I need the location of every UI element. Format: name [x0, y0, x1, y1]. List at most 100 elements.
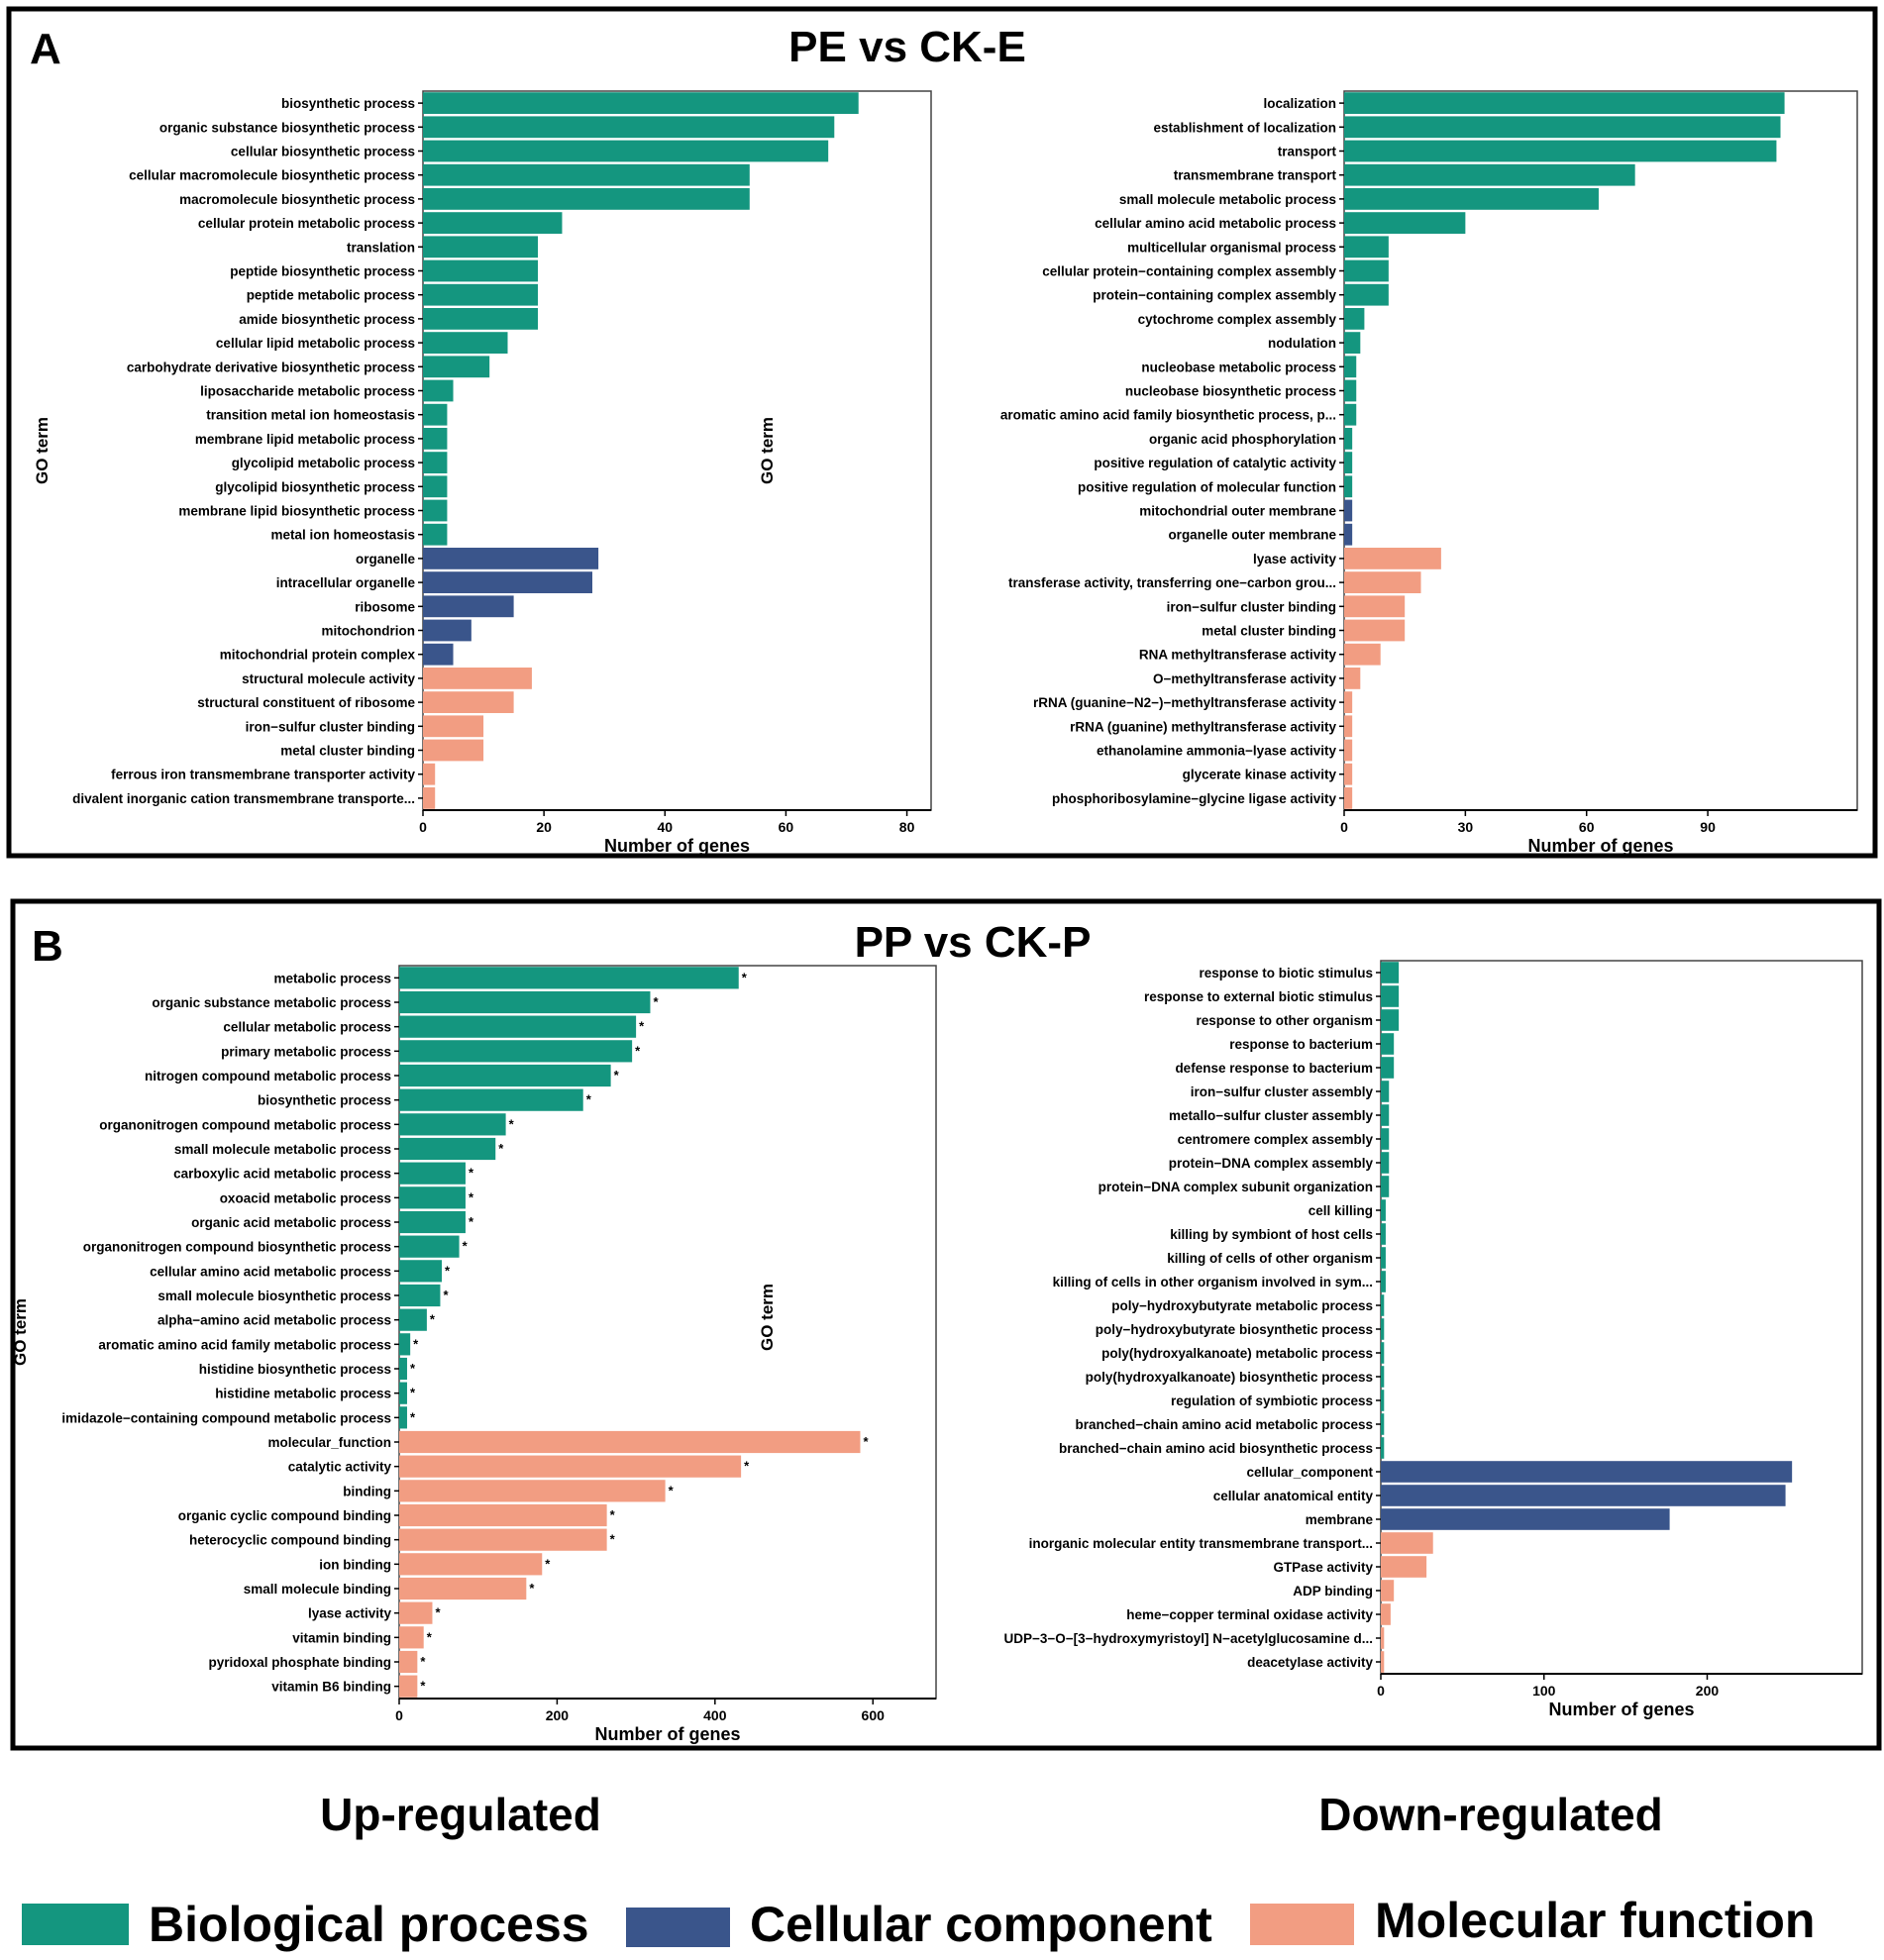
bar [1381, 1009, 1400, 1031]
significance-marker: * [498, 1141, 504, 1156]
y-tick-label: amide biosynthetic process [239, 312, 415, 327]
y-tick-label: protein−DNA complex assembly [1169, 1156, 1374, 1171]
x-tick-label: 200 [1696, 1683, 1720, 1699]
y-tick-label: GTPase activity [1273, 1560, 1373, 1575]
bar [423, 668, 532, 689]
bar [1344, 475, 1353, 498]
bar [1381, 1271, 1386, 1292]
y-tick-label: organelle [356, 552, 416, 567]
bar [399, 1113, 506, 1136]
bar [399, 1308, 427, 1331]
legend-swatch-biological-process [22, 1904, 129, 1945]
legend-swatch-molecular-function [1250, 1904, 1354, 1945]
bar [423, 212, 563, 234]
y-tick-label: organic substance biosynthetic process [159, 120, 415, 135]
significance-marker: * [545, 1556, 551, 1571]
y-tick-label: primary metabolic process [221, 1044, 391, 1059]
x-tick-label: 60 [1579, 819, 1595, 835]
bar [1344, 571, 1421, 593]
bar [1381, 1651, 1385, 1673]
y-tick-label: oxoacid metabolic process [220, 1190, 391, 1205]
y-tick-label: vitamin binding [292, 1630, 391, 1645]
y-tick-label: cellular lipid metabolic process [216, 336, 415, 351]
panel-b-frame [10, 898, 1882, 1751]
bar [423, 691, 514, 713]
bar [399, 1553, 543, 1576]
y-tick-label: poly−hydroxybutyrate biosynthetic proces… [1096, 1322, 1373, 1337]
bar [423, 92, 859, 114]
bar [1381, 1294, 1385, 1316]
bar [399, 1406, 407, 1429]
y-tick-label: metal cluster binding [1202, 624, 1336, 639]
y-tick-label: intracellular organelle [276, 575, 416, 590]
bar [1344, 595, 1406, 618]
y-tick-label: metal ion homeostasis [270, 528, 415, 543]
bar [399, 1357, 407, 1381]
bar [423, 523, 448, 546]
y-tick-label: glycerate kinase activity [1183, 768, 1337, 782]
bar [1344, 452, 1353, 473]
bar [1381, 985, 1400, 1007]
bar [423, 475, 448, 498]
bar [1381, 1508, 1670, 1530]
bar [423, 715, 484, 738]
bar [1344, 236, 1389, 258]
bar [399, 1455, 742, 1478]
bar [399, 1186, 466, 1209]
y-tick-label: positive regulation of catalytic activit… [1094, 456, 1336, 470]
significance-marker: * [445, 1263, 451, 1278]
significance-marker: * [420, 1654, 426, 1669]
bar [399, 1210, 466, 1234]
bar [399, 1503, 607, 1527]
bar [399, 967, 739, 989]
bar [1344, 739, 1353, 762]
significance-marker: * [469, 1189, 474, 1204]
x-axis-title: Number of genes [594, 1724, 740, 1744]
y-tick-label: nucleobase biosynthetic process [1125, 384, 1336, 399]
y-tick-label: metal cluster binding [280, 744, 415, 759]
bar [1344, 643, 1381, 666]
bar [399, 1601, 433, 1624]
bar [399, 1333, 411, 1356]
y-tick-label: localization [1263, 96, 1336, 111]
bar [399, 990, 651, 1014]
panel-a-frame [6, 6, 1878, 859]
y-tick-label: regulation of symbiotic process [1171, 1393, 1373, 1408]
y-tick-label: cellular macromolecule biosynthetic proc… [129, 168, 415, 183]
bar [1381, 1152, 1390, 1174]
y-tick-label: ethanolamine ammonia−lyase activity [1097, 744, 1336, 759]
bar [423, 619, 471, 642]
y-tick-label: liposaccharide metabolic process [200, 384, 415, 399]
bar [399, 1626, 424, 1649]
y-tick-label: iron−sulfur cluster binding [1167, 599, 1336, 614]
y-tick-label: poly−hydroxybutyrate metabolic process [1111, 1298, 1373, 1313]
bar [1381, 1413, 1385, 1435]
y-tick-label: small molecule metabolic process [174, 1142, 391, 1157]
significance-marker: * [463, 1239, 469, 1254]
significance-marker: * [469, 1166, 474, 1181]
bar [1344, 356, 1357, 378]
y-tick-label: biosynthetic process [258, 1093, 391, 1108]
y-tick-label: inorganic molecular entity transmembrane… [1029, 1536, 1373, 1551]
x-tick-label: 90 [1700, 819, 1716, 835]
x-tick-label: 60 [779, 819, 794, 835]
y-tick-label: organic substance metabolic process [152, 995, 391, 1010]
y-tick-label: lyase activity [1253, 552, 1337, 567]
bar [423, 236, 539, 258]
y-tick-label: histidine metabolic process [215, 1387, 391, 1401]
significance-marker: * [653, 994, 659, 1009]
bar [1344, 92, 1785, 114]
y-tick-label: multicellular organismal process [1127, 240, 1336, 255]
bar [1381, 1556, 1427, 1578]
y-tick-label: carbohydrate derivative biosynthetic pro… [127, 360, 415, 374]
y-tick-label: poly(hydroxyalkanoate) biosynthetic proc… [1086, 1370, 1373, 1385]
bar [399, 1064, 611, 1087]
y-tick-label: carboxylic acid metabolic process [173, 1167, 391, 1182]
y-axis-title: GO term [33, 417, 52, 484]
bar [1344, 668, 1361, 689]
bar [1344, 715, 1353, 738]
bar [423, 499, 448, 522]
y-tick-label: small molecule biosynthetic process [157, 1289, 391, 1303]
y-tick-label: small molecule binding [244, 1582, 391, 1597]
y-tick-label: peptide metabolic process [247, 288, 415, 303]
